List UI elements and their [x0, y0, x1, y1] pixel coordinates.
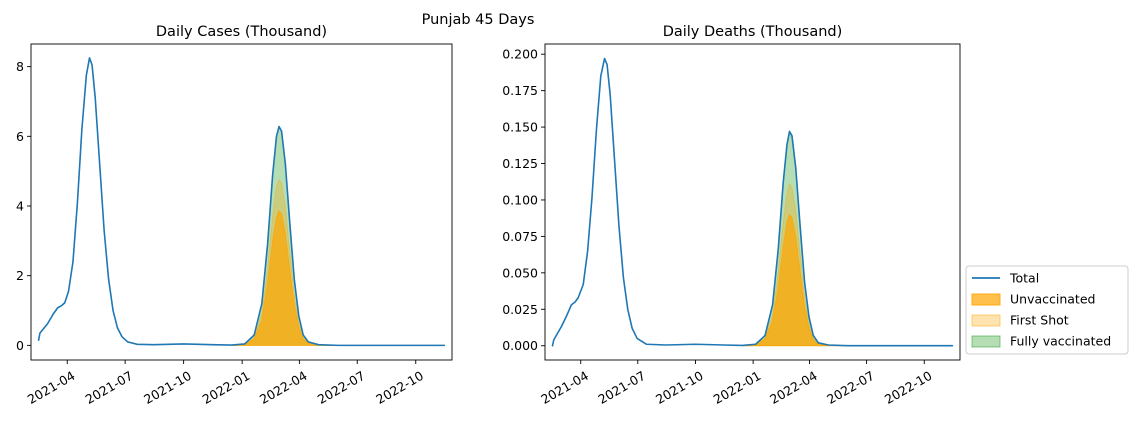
legend-swatch-first-shot	[971, 314, 1001, 327]
y-tick-label: 0.125	[502, 156, 538, 171]
panel-daily-cases: Daily Cases (Thousand) 0 2 4 6 8 2021-04 2021-0…	[16, 24, 453, 407]
y-tick-label: 0.200	[502, 47, 538, 62]
y-tick-label: 0.000	[502, 338, 538, 353]
legend: Total Unvaccinated First Shot Fully vaccina…	[965, 265, 1129, 355]
axes-frame	[544, 43, 961, 361]
x-tick-label: 2022-07	[824, 368, 877, 407]
figure-suptitle: Punjab 45 Days	[422, 12, 535, 28]
legend-label-first-shot: First Shot	[1010, 313, 1069, 328]
line-total	[551, 57, 954, 347]
y-tick-label: 0.150	[502, 120, 538, 135]
legend-frame	[965, 265, 1129, 355]
x-tick-label: 2021-07	[595, 368, 648, 407]
y-tick-label: 0.175	[502, 83, 538, 98]
area-unvaccinated	[231, 209, 445, 346]
axes-frame	[30, 43, 453, 361]
panel-daily-deaths: Daily Deaths (Thousand) 0.000 0.025 0.050 0.…	[502, 24, 961, 407]
y-tick-label: 4	[16, 199, 24, 214]
y-tick-label: 0.100	[502, 192, 538, 207]
subplot-title: Daily Deaths (Thousand)	[663, 24, 843, 40]
legend-swatch-fully-vaccinated	[971, 335, 1001, 348]
x-tick-label: 2022-04	[767, 368, 820, 407]
x-tick-label: 2021-04	[538, 368, 591, 407]
line-total	[37, 57, 446, 347]
x-tick-label: 2022-01	[200, 368, 253, 407]
legend-label-total: Total	[1009, 271, 1039, 286]
y-tick-label: 2	[16, 268, 24, 283]
y-tick-label: 6	[16, 129, 24, 144]
x-tick-label: 2022-07	[315, 368, 368, 407]
y-tick-label: 0.025	[502, 302, 538, 317]
x-tick-label: 2021-04	[25, 368, 78, 407]
y-tick-label: 0	[16, 338, 24, 353]
x-tick-label: 2021-10	[141, 368, 194, 407]
x-tick-label: 2021-07	[83, 368, 136, 407]
area-unvaccinated	[742, 213, 953, 347]
y-tick-label: 0.050	[502, 265, 538, 280]
x-tick-label: 2022-10	[373, 368, 426, 407]
subplot-title: Daily Cases (Thousand)	[156, 24, 327, 40]
x-tick-label: 2022-10	[882, 368, 935, 407]
x-tick-label: 2022-01	[711, 368, 764, 407]
y-tick-label: 0.075	[502, 229, 538, 244]
legend-label-unvaccinated: Unvaccinated	[1010, 292, 1095, 307]
legend-label-fully-vaccinated: Fully vaccinated	[1010, 334, 1111, 349]
y-tick-label: 8	[16, 59, 24, 74]
x-tick-label: 2021-10	[653, 368, 706, 407]
legend-swatch-unvaccinated	[971, 293, 1001, 306]
x-tick-label: 2022-04	[257, 368, 310, 407]
